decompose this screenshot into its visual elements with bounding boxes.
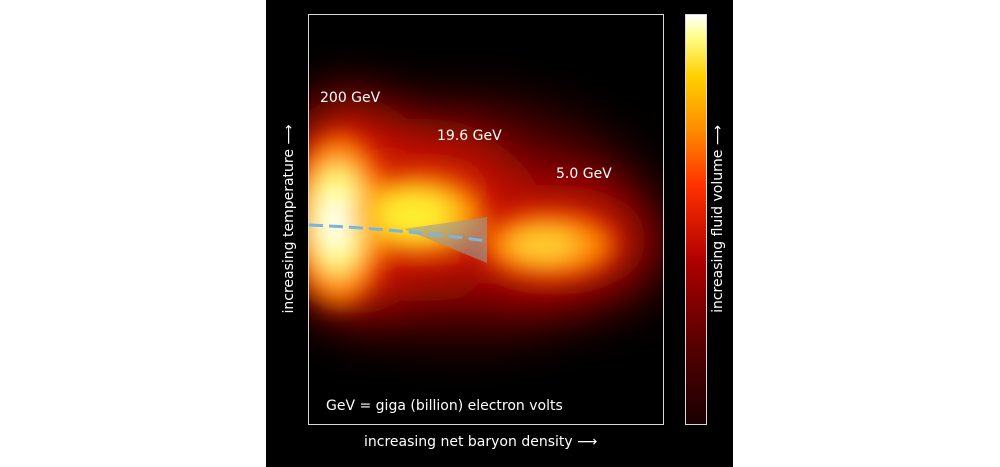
heat-core-200-white (323, 195, 347, 251)
series-label-19-6: 19.6 GeV (437, 128, 502, 144)
x-axis-label: increasing net baryon density ⟶ (364, 434, 598, 450)
plot-area (308, 14, 664, 425)
heat-core-5-0-yellow (509, 229, 579, 261)
series-label-200: 200 GeV (320, 90, 381, 106)
gev-annotation: GeV = giga (billion) electron volts (326, 398, 563, 414)
colorbar-label: increasing fluid volume ⟶ (710, 125, 726, 313)
y-axis-label: increasing temperature ⟶ (281, 124, 297, 314)
series-label-5-0: 5.0 GeV (556, 166, 612, 182)
critical-region-cone (404, 217, 487, 263)
heatmap-svg (309, 95, 663, 340)
colorbar (685, 14, 707, 425)
crossover-line (309, 223, 488, 243)
